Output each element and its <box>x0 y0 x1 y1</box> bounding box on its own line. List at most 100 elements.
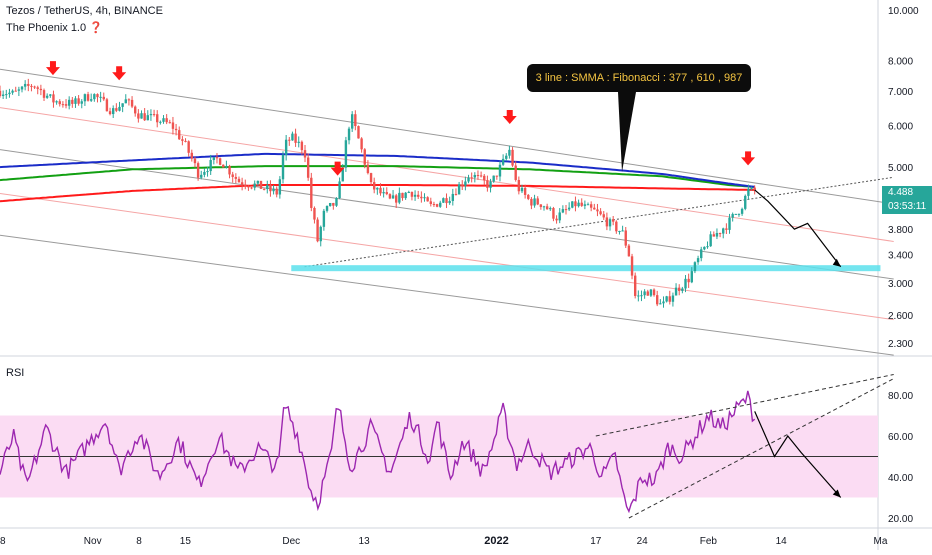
support-zone <box>291 265 881 272</box>
candle-body <box>624 230 627 246</box>
candle-body <box>461 184 464 186</box>
candle <box>715 228 719 240</box>
candle-body <box>74 98 77 104</box>
projection-path <box>754 189 842 268</box>
candle-body <box>313 207 316 220</box>
candle <box>495 175 499 180</box>
candle-body <box>137 113 140 119</box>
candle <box>300 140 304 155</box>
candle <box>753 185 756 195</box>
candle-body <box>203 171 206 175</box>
candle-body <box>684 278 687 289</box>
candle <box>596 203 599 217</box>
dotted-trendline <box>304 176 894 268</box>
candle <box>49 94 52 98</box>
candle <box>99 91 102 103</box>
candle-body <box>240 182 244 185</box>
candle <box>121 103 124 113</box>
candle <box>577 199 580 208</box>
rsi-trendline-0 <box>595 374 894 437</box>
candle <box>627 243 631 257</box>
candle <box>712 231 716 237</box>
candle-body <box>470 177 473 179</box>
time-tick-label: Feb <box>700 536 718 547</box>
candle <box>435 203 439 208</box>
candle-body <box>536 198 539 205</box>
candle <box>398 187 401 205</box>
candle-body <box>187 141 190 153</box>
candle <box>643 289 646 299</box>
candle-body <box>681 288 684 291</box>
candle-body <box>310 177 313 208</box>
candle-body <box>659 303 662 305</box>
candle-body <box>146 115 149 121</box>
time-tick-label: 15 <box>180 536 192 547</box>
smma-annotation: 3 line : SMMA : Fibonacci : 377 , 610 , … <box>527 64 751 92</box>
candle-body <box>508 149 511 156</box>
candle-body <box>363 149 366 165</box>
candle-body <box>344 140 348 168</box>
candle-body <box>445 198 448 204</box>
candle <box>640 290 643 302</box>
candle-body <box>102 96 105 100</box>
candle <box>247 185 250 191</box>
candle <box>379 183 382 196</box>
candle <box>269 180 272 197</box>
candle-body <box>467 177 470 182</box>
candle-body <box>662 301 665 304</box>
candle-body <box>58 101 61 105</box>
candle <box>690 267 693 284</box>
candle <box>536 196 539 206</box>
candle-body <box>357 126 360 139</box>
candle-body <box>33 86 36 88</box>
candle-body <box>278 179 282 195</box>
candle-body <box>291 133 294 141</box>
candle-body <box>89 99 93 101</box>
candle <box>275 186 278 198</box>
candle <box>678 284 681 296</box>
candle-body <box>627 245 631 257</box>
candle <box>571 201 574 209</box>
candle-body <box>464 181 467 186</box>
candle-body <box>580 202 583 206</box>
candle-body <box>511 149 514 166</box>
candle-body <box>737 213 741 215</box>
rsi-label: RSI <box>6 367 25 379</box>
candle-body <box>693 262 697 272</box>
candle <box>344 136 348 172</box>
candle-body <box>256 180 260 184</box>
candle <box>89 93 93 102</box>
candle <box>360 137 363 153</box>
candle-body <box>571 201 574 208</box>
candle <box>464 176 467 191</box>
candle <box>734 213 738 215</box>
candle <box>457 181 461 195</box>
candle-body <box>486 180 489 188</box>
candle <box>580 198 583 207</box>
candle-body <box>523 187 527 195</box>
candle-body <box>589 204 593 208</box>
candle-body <box>300 141 304 151</box>
candle <box>423 193 426 202</box>
candle <box>262 188 266 191</box>
candle <box>156 110 159 128</box>
candle-body <box>656 295 659 305</box>
candle <box>674 283 678 296</box>
candle <box>83 93 87 106</box>
candle-body <box>156 114 159 123</box>
candle <box>218 157 222 166</box>
candle-body <box>372 182 376 190</box>
price-tick-label: 2.600 <box>888 311 913 322</box>
candle <box>555 215 558 224</box>
candle-body <box>574 201 577 207</box>
price-tick-label: 10.000 <box>888 6 919 17</box>
smma-line-2 <box>0 165 755 188</box>
candle-body <box>350 114 354 129</box>
candle <box>426 196 429 202</box>
candle <box>687 273 690 288</box>
candle <box>240 177 244 191</box>
candle-body <box>127 99 131 101</box>
countdown-label: 03:53:11 <box>882 200 932 214</box>
candle-body <box>316 219 319 242</box>
